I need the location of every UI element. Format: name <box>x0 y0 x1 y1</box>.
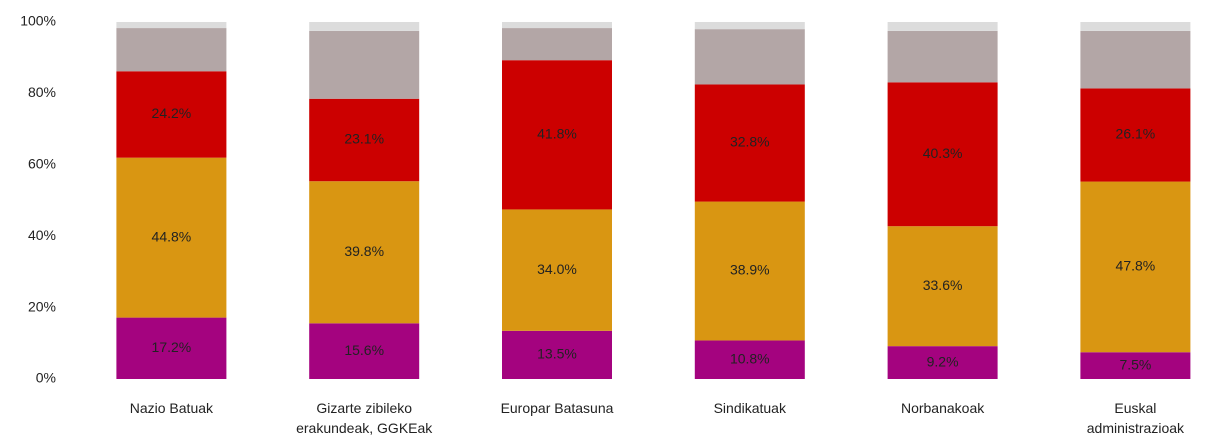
data-label: 15.6% <box>344 342 384 358</box>
bar-segment <box>502 60 612 210</box>
bar-segment <box>694 201 805 341</box>
data-label: 9.2% <box>927 353 959 369</box>
y-tick-label: 60% <box>28 156 56 172</box>
bar-segment <box>694 340 805 379</box>
data-label: 24.2% <box>152 105 192 121</box>
data-label: 32.8% <box>730 134 770 150</box>
data-label: 38.9% <box>730 262 770 278</box>
bar-segment <box>694 29 805 85</box>
y-tick-label: 0% <box>36 370 56 386</box>
bar-segment <box>502 330 612 379</box>
bar-segment <box>309 181 420 324</box>
bar-segment <box>694 84 805 202</box>
bar-segment <box>887 82 998 227</box>
bar-segment <box>1080 352 1191 379</box>
bar-segment <box>309 30 420 99</box>
x-tick-label: Gizarte zibileko erakundeak, GGKEak <box>296 400 433 436</box>
bar-segment <box>502 22 612 29</box>
x-tick-label: Europar Batasuna <box>500 400 614 416</box>
bar-segment <box>887 30 998 83</box>
bar-segment <box>1080 22 1191 31</box>
y-tick-label: 100% <box>20 13 56 29</box>
data-label: 39.8% <box>344 243 384 259</box>
x-tick-label: Sindikatuak <box>713 400 786 416</box>
bar-segment <box>1080 30 1191 89</box>
y-tick-label: 40% <box>28 227 56 243</box>
bar-segment <box>116 71 227 158</box>
bar-segment <box>1080 88 1191 182</box>
data-label: 41.8% <box>537 126 577 142</box>
x-tick-label: Euskal administrazioak <box>1086 400 1185 436</box>
data-label: 13.5% <box>537 346 577 362</box>
y-tick-label: 80% <box>28 84 56 100</box>
data-label: 23.1% <box>344 131 384 147</box>
bar-segment <box>887 22 998 31</box>
data-label: 34.0% <box>537 261 577 277</box>
bar-segment <box>309 22 420 31</box>
data-label: 26.1% <box>1116 126 1156 142</box>
bar-segment <box>887 346 998 379</box>
bar-segment <box>309 323 420 379</box>
data-label: 17.2% <box>152 339 192 355</box>
data-label: 33.6% <box>923 277 963 293</box>
data-label: 10.8% <box>730 350 770 366</box>
bar-segment <box>309 98 420 182</box>
data-label: 40.3% <box>923 145 963 161</box>
x-tick-label: Norbanakoak <box>900 400 985 416</box>
bar-segment <box>116 22 227 29</box>
bar-segment <box>116 28 227 72</box>
data-label: 44.8% <box>152 228 192 244</box>
bar-segment <box>502 28 612 61</box>
bar-segment <box>887 226 998 347</box>
data-label: 47.8% <box>1116 258 1156 274</box>
y-tick-label: 20% <box>28 298 56 314</box>
bar-segment <box>116 317 227 379</box>
x-tick-label: Nazio Batuak <box>129 400 214 416</box>
bar-segment <box>116 157 227 318</box>
bar-segment <box>1080 181 1191 353</box>
bar-segment <box>502 209 612 331</box>
data-label: 7.5% <box>1119 356 1151 372</box>
bar-segment <box>694 22 805 30</box>
